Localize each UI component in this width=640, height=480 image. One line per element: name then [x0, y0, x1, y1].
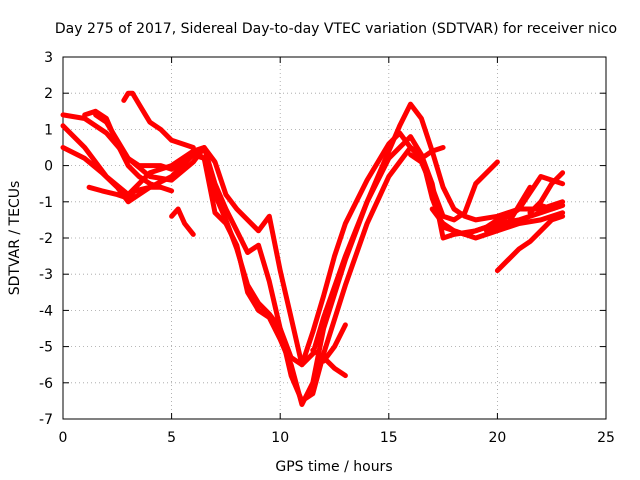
series-trace-g	[121, 90, 196, 150]
series-trace-n	[494, 213, 566, 274]
y-tick-label: -3	[39, 267, 53, 283]
y-tick-label: 3	[44, 50, 53, 66]
y-tick-label: 2	[44, 86, 53, 102]
data-traces	[60, 90, 566, 407]
x-axis-label: GPS time / hours	[275, 459, 392, 475]
y-tick-label: -1	[39, 195, 53, 211]
grid	[63, 57, 606, 419]
series-trace-j	[321, 322, 348, 364]
y-tick-label: -5	[39, 340, 53, 356]
x-tick-label: 10	[271, 430, 289, 446]
series-trace-m	[484, 184, 533, 234]
y-tick-label: -4	[39, 303, 53, 319]
y-tick-label: 0	[44, 159, 53, 175]
y-tick-label: -2	[39, 231, 53, 247]
x-tick-label: 5	[167, 430, 176, 446]
y-tick-label: -6	[39, 376, 53, 392]
series-trace-f	[86, 184, 175, 201]
series-trace-d	[93, 101, 566, 368]
series-trace-h	[169, 206, 196, 237]
series-trace-k	[408, 152, 500, 223]
x-tick-label: 0	[59, 430, 68, 446]
x-tick-label: 15	[380, 430, 398, 446]
series-trace-p	[538, 202, 566, 212]
series-trace-i	[310, 347, 348, 379]
series-trace-o	[527, 170, 566, 216]
chart-title: Day 275 of 2017, Sidereal Day-to-day VTE…	[55, 21, 617, 37]
x-tick-label: 25	[597, 430, 615, 446]
y-tick-label: 1	[44, 122, 53, 138]
y-axis-label: SDTVAR / TECUs	[7, 181, 23, 296]
series-trace-e	[82, 108, 164, 190]
y-tick-label: -7	[39, 412, 53, 428]
x-tick-label: 20	[488, 430, 506, 446]
